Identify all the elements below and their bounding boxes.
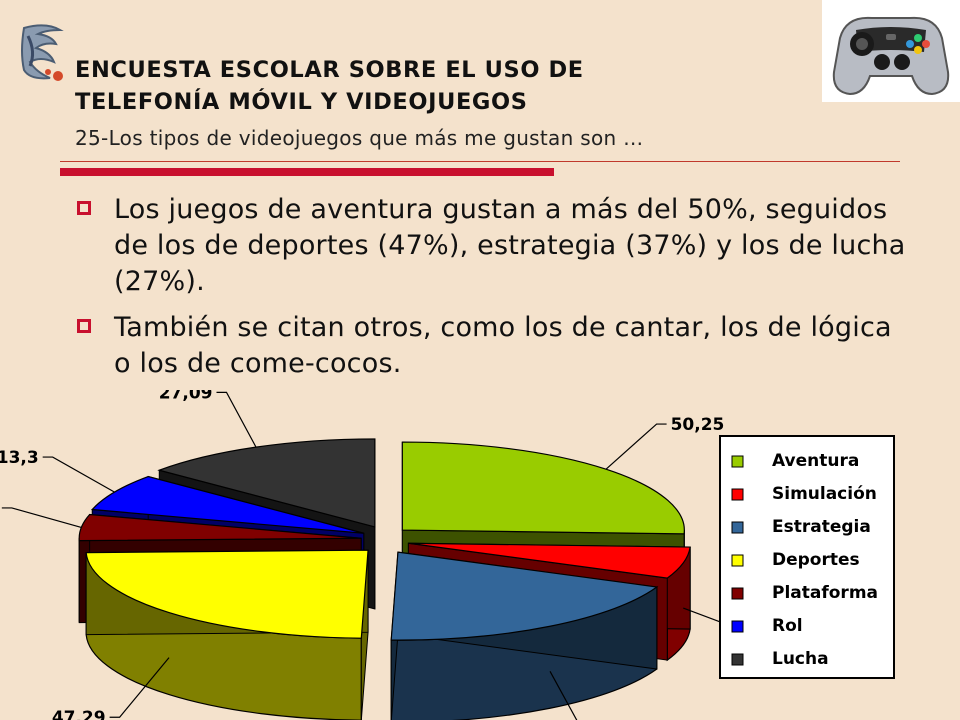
- chart-legend: Aventura Simulación Estrategia Deportes Plat…: [719, 435, 895, 679]
- school-logo-icon: [21, 24, 64, 81]
- value-label: 13,3: [0, 448, 39, 468]
- legend-swatch: [731, 587, 744, 600]
- square-bullet-icon: [77, 319, 91, 333]
- bullet-item: También se citan otros, como los de cant…: [75, 310, 915, 382]
- leader-line: [109, 657, 170, 718]
- legend-label: Rol: [772, 616, 803, 636]
- value-label: 47,29: [52, 708, 106, 720]
- page-title: ENCUESTA ESCOLAR SOBRE EL USO DE TELEFON…: [75, 54, 584, 118]
- bullet-item: Los juegos de aventura gustan a más del …: [75, 192, 915, 300]
- legend-label: Deportes: [772, 550, 860, 570]
- legend-label: Simulación: [772, 484, 877, 504]
- legend-label: Estrategia: [772, 517, 871, 537]
- legend-swatch: [731, 554, 744, 567]
- gamepad-image: [822, 0, 960, 102]
- square-bullet-icon: [77, 201, 91, 215]
- leader-line: [42, 456, 115, 493]
- legend-swatch: [731, 455, 744, 468]
- value-label: 27,09: [159, 390, 213, 403]
- legend-swatch: [731, 620, 744, 633]
- legend-label: Lucha: [772, 649, 829, 669]
- pie-slice-estrategia: [390, 551, 659, 720]
- page-subtitle: 25-Los tipos de videojuegos que más me g…: [75, 126, 644, 150]
- bullet-text: Los juegos de aventura gustan a más del …: [114, 194, 906, 297]
- legend-swatch: [731, 521, 744, 534]
- accent-bar: [60, 168, 554, 176]
- gamepad-icon: [832, 16, 950, 96]
- legend-swatch: [731, 653, 744, 666]
- legend-label: Plataforma: [772, 583, 878, 603]
- leader-line: [605, 423, 667, 470]
- leader-line: [549, 671, 578, 720]
- title-line-1: ENCUESTA ESCOLAR SOBRE EL USO DE: [75, 57, 584, 83]
- legend-label: Aventura: [772, 451, 859, 471]
- leader-line: [216, 391, 257, 448]
- leader-line: [1, 507, 82, 529]
- bullet-list: Los juegos de aventura gustan a más del …: [75, 192, 915, 392]
- legend-swatch: [731, 488, 744, 501]
- bullet-text: También se citan otros, como los de cant…: [114, 312, 892, 379]
- divider-line: [60, 161, 900, 162]
- pie-slices: [78, 438, 691, 720]
- legend-box: [719, 435, 895, 679]
- pie-chart: 50,2511,3336,9547,299,3613,327,09 Aventu…: [0, 390, 895, 720]
- title-line-2: TELEFONÍA MÓVIL Y VIDEOJUEGOS: [75, 89, 528, 115]
- pie-slice-deportes: [85, 549, 369, 720]
- value-label: 50,25: [671, 415, 725, 435]
